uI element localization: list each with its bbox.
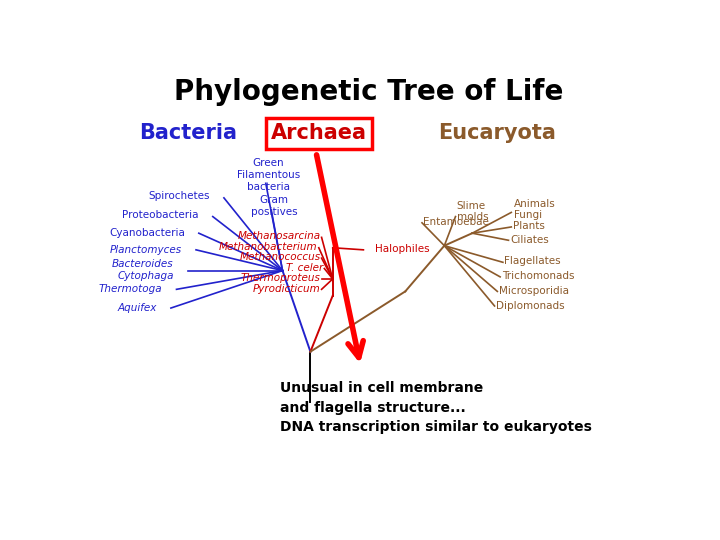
Text: Methanosarcina: Methanosarcina (238, 231, 320, 241)
Text: Thermotoga: Thermotoga (99, 284, 163, 294)
Text: Phylogenetic Tree of Life: Phylogenetic Tree of Life (174, 78, 564, 106)
Text: Microsporidia: Microsporidia (499, 286, 569, 296)
Text: Bacteroides
Cytophaga: Bacteroides Cytophaga (112, 259, 174, 281)
Text: Thermoproteus: Thermoproteus (240, 273, 320, 283)
Text: Diplomonads: Diplomonads (496, 301, 565, 311)
Text: T. celer: T. celer (286, 263, 323, 273)
Text: Pyrodicticum: Pyrodicticum (253, 284, 320, 294)
Text: Gram
positives: Gram positives (251, 195, 297, 217)
Text: Spirochetes: Spirochetes (148, 191, 210, 201)
Text: Halophiles: Halophiles (374, 244, 429, 254)
Text: Ciliates: Ciliates (510, 235, 549, 245)
Text: Entamoebae: Entamoebae (423, 217, 489, 227)
Text: Methanobacterium: Methanobacterium (219, 242, 318, 252)
Text: Green
Filamentous
bacteria: Green Filamentous bacteria (237, 158, 300, 192)
Text: Eucaryota: Eucaryota (438, 124, 557, 144)
Text: Aquifex: Aquifex (117, 303, 157, 313)
Text: Unusual in cell membrane
and flagella structure...
DNA transcription similar to : Unusual in cell membrane and flagella st… (280, 381, 592, 434)
Text: Archaea: Archaea (271, 124, 366, 144)
Text: Bacteria: Bacteria (139, 124, 237, 144)
Text: Plants: Plants (513, 221, 545, 231)
Text: Proteobacteria: Proteobacteria (122, 210, 199, 220)
Text: Flagellates: Flagellates (504, 256, 561, 266)
Text: Slime
molds: Slime molds (456, 201, 488, 222)
Text: Planctomyces: Planctomyces (110, 245, 182, 255)
Text: Cyanobacteria: Cyanobacteria (109, 228, 185, 238)
Text: Methanococcus: Methanococcus (239, 252, 320, 262)
Text: Trichomonads: Trichomonads (502, 271, 575, 281)
Text: Animals
Fungi: Animals Fungi (514, 199, 556, 220)
